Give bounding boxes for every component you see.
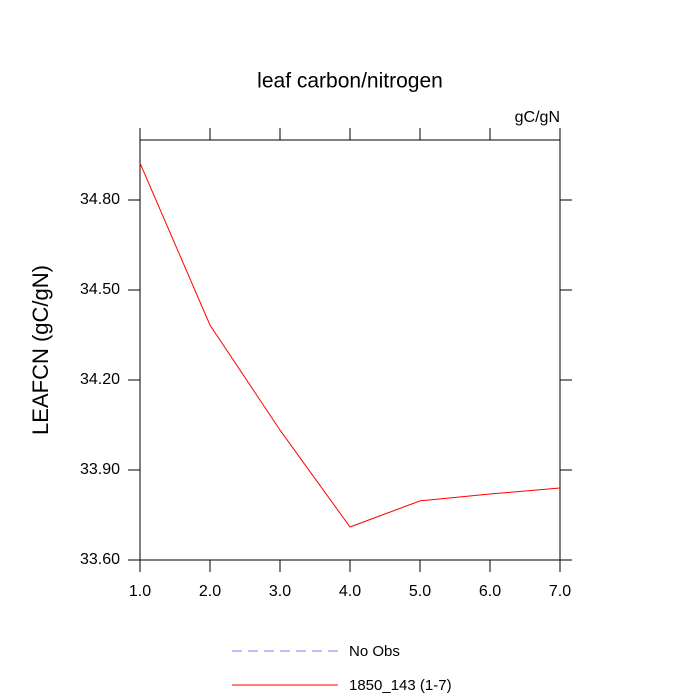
plot-frame: [139, 139, 561, 561]
x-tick-label: 2.0: [199, 583, 221, 600]
y-tick-label: 34.50: [80, 281, 120, 298]
x-tick-label: 5.0: [409, 583, 431, 600]
data-line: [139, 162, 561, 528]
x-tick-label: 3.0: [269, 583, 291, 600]
legend-label: No Obs: [349, 643, 400, 660]
legend-label: 1850_143 (1-7): [349, 677, 452, 694]
x-tick-label: 1.0: [129, 583, 151, 600]
y-tick-label: 33.90: [80, 461, 120, 478]
units-label: gC/gN: [515, 109, 560, 126]
y-tick-label: 34.20: [80, 371, 120, 388]
y-tick-label: 33.60: [80, 551, 120, 568]
chart-title: leaf carbon/nitrogen: [257, 70, 443, 93]
x-tick-label: 6.0: [479, 583, 501, 600]
y-axis-label: LEAFCN (gC/gN): [28, 265, 53, 435]
x-tick-label: 7.0: [549, 583, 571, 600]
y-tick-label: 34.80: [80, 191, 120, 208]
x-tick-label: 4.0: [339, 583, 361, 600]
